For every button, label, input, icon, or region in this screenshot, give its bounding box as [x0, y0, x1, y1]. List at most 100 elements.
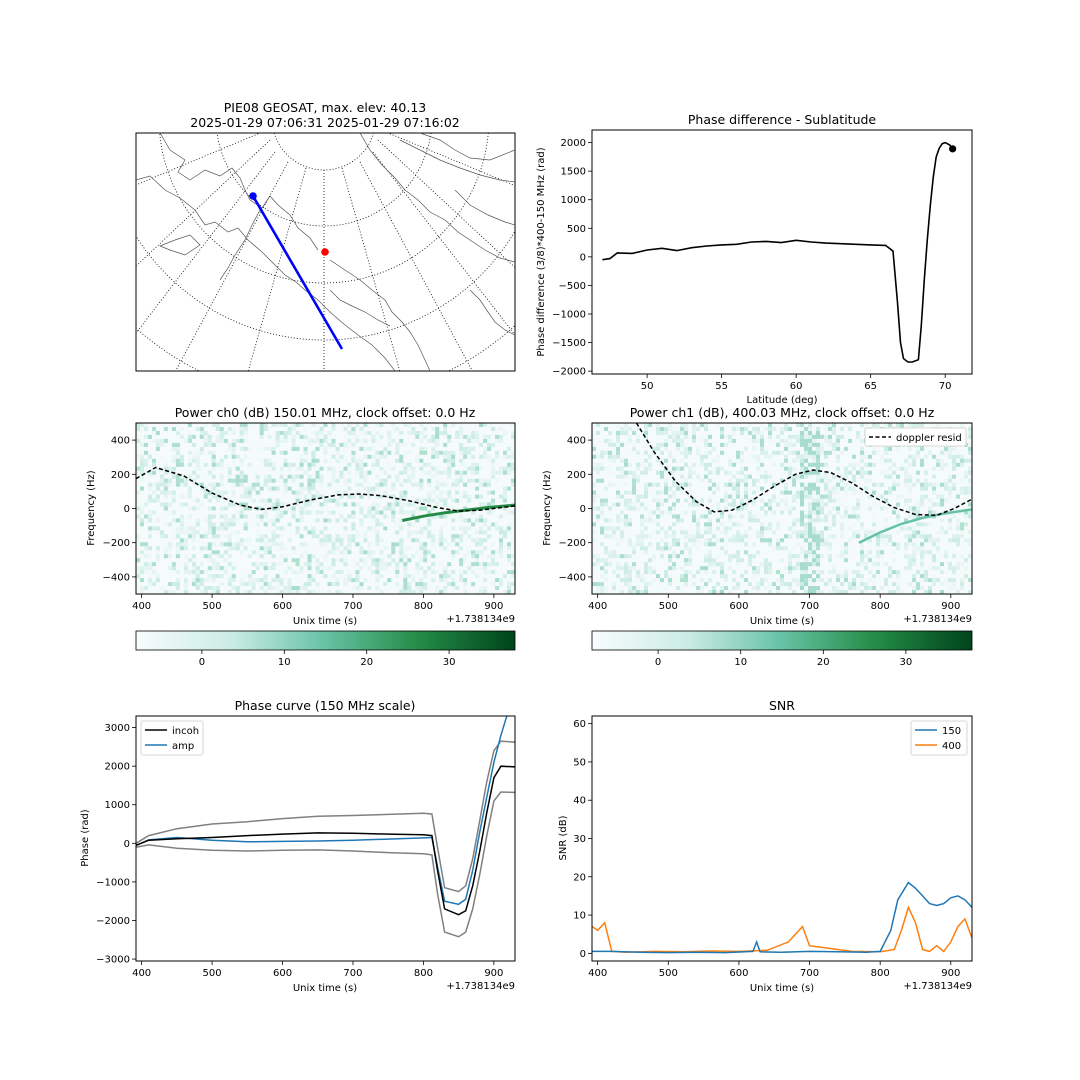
phase-curve-lower-line	[136, 791, 515, 938]
phase-diff-ytick-label: 500	[567, 224, 586, 235]
phase-curve-xtick-label: 600	[273, 968, 292, 979]
phase-curve-xtick-label: 900	[484, 968, 503, 979]
power-ch0-panel: Power ch0 (dB) 150.01 MHz, clock offset:…	[86, 405, 516, 668]
power-ch0-offset: +1.738134e9	[446, 614, 515, 625]
snr-ytick-label: 20	[573, 872, 586, 883]
phase-curve-ytick-label: −1000	[96, 877, 130, 888]
map-graticule	[136, 133, 515, 371]
phase-diff-xtick-label: 70	[939, 381, 952, 392]
snr-ytick-label: 60	[573, 719, 586, 730]
map-title-line1: PIE08 GEOSAT, max. elev: 40.13	[224, 100, 426, 115]
snr-ytick-label: 50	[573, 757, 586, 768]
power-ch1-xlabel: Unix time (s)	[750, 616, 814, 627]
power-ch1-xtick-label: 600	[729, 601, 748, 612]
phase-diff-ytick-label: −1500	[552, 338, 586, 349]
power-ch0-cb-tick-label: 20	[360, 657, 373, 668]
power-ch1-ytick-label: 200	[567, 470, 586, 481]
phase-diff-ytick-label: −2000	[552, 367, 586, 378]
legend-150: 150	[942, 726, 961, 737]
power-ch1-ytick-label: −400	[559, 572, 586, 583]
station-marker	[321, 248, 329, 256]
phase-curve-xlabel: Unix time (s)	[293, 983, 357, 994]
snr-xtick-label: 500	[659, 968, 678, 979]
power-ch0-cb-tick-label: 0	[199, 657, 205, 668]
power-ch0-ytick-label: 200	[111, 470, 130, 481]
power-ch1-title: Power ch1 (dB), 400.03 MHz, clock offset…	[630, 405, 935, 420]
power-ch0-xlabel: Unix time (s)	[293, 616, 357, 627]
power-ch0-xtick-label: 700	[343, 601, 362, 612]
power-ch1-ylabel: Frequency (Hz)	[542, 470, 553, 546]
power-ch1-xtick-label: 500	[659, 601, 678, 612]
power-ch0-ytick-label: 400	[111, 436, 130, 447]
phase-curve-xtick-label: 400	[132, 968, 151, 979]
phase-diff-ylabel: Phase difference (3/8)*400-150 MHz (rad)	[536, 147, 547, 356]
phase-curve-title: Phase curve (150 MHz scale)	[235, 698, 416, 713]
power-ch0-ytick-label: −200	[103, 538, 130, 549]
snr-xtick-label: 900	[941, 968, 960, 979]
phase-diff-ytick-label: −500	[559, 281, 586, 292]
phase-diff-xtick-label: 55	[715, 381, 728, 392]
power-ch0-ytick-label: 0	[124, 504, 130, 515]
map-panel: PIE08 GEOSAT, max. elev: 40.13 2025-01-2…	[135, 100, 516, 372]
snr-ytick-label: 30	[573, 834, 586, 845]
power-ch0-xtick-label: 800	[414, 601, 433, 612]
phase-diff-line	[602, 141, 954, 363]
power-ch1-xtick-label: 800	[871, 601, 890, 612]
power-ch0-doppler-line	[136, 466, 515, 512]
snr-150-line	[592, 881, 972, 954]
power-ch0-xtick-label: 500	[203, 601, 222, 612]
satellite-track	[251, 195, 344, 350]
power-ch1-colorbar	[591, 630, 973, 651]
phase-diff-ytick-label: 2000	[561, 138, 586, 149]
phase-diff-ytick-label: 1500	[561, 167, 586, 178]
snr-xtick-label: 600	[729, 968, 748, 979]
power-ch1-ytick-label: −200	[559, 538, 586, 549]
phase-curve-xtick-label: 700	[343, 968, 362, 979]
snr-ytick-label: 0	[580, 949, 586, 960]
phase-curve-ytick-label: 2000	[105, 762, 130, 773]
phase-diff-xtick-label: 60	[790, 381, 803, 392]
snr-xtick-label: 700	[800, 968, 819, 979]
phase-curve-panel: Phase curve (150 MHz scale) 400 500 600 700…	[80, 698, 516, 994]
legend-incoh: incoh	[172, 726, 199, 737]
phase-curve-legend: incoh amp	[140, 720, 204, 756]
power-ch0-cb-tick-label: 10	[278, 657, 291, 668]
phase-diff-end-marker	[949, 145, 957, 153]
power-ch1-ytick-label: 0	[580, 504, 586, 515]
power-ch0-colorbar	[135, 630, 516, 651]
power-ch0-signal-trace	[402, 503, 515, 522]
phase-diff-xlabel: Latitude (deg)	[747, 395, 818, 406]
track-start-marker	[249, 192, 257, 200]
phase-diff-xtick-label: 65	[864, 381, 877, 392]
phase-diff-xtick-label: 50	[641, 381, 654, 392]
map-title-line2: 2025-01-29 07:06:31 2025-01-29 07:16:02	[190, 115, 460, 130]
power-ch0-ylabel: Frequency (Hz)	[86, 470, 97, 546]
snr-ytick-label: 40	[573, 796, 586, 807]
phase-curve-ytick-label: −2000	[96, 916, 130, 927]
phase-curve-ytick-label: 0	[124, 839, 130, 850]
snr-xtick-label: 800	[871, 968, 890, 979]
legend-amp: amp	[172, 741, 194, 752]
phase-diff-ytick-label: −1000	[552, 310, 586, 321]
power-ch0-xtick-label: 400	[132, 601, 151, 612]
phase-curve-xtick-label: 800	[414, 968, 433, 979]
legend-400: 400	[942, 741, 961, 752]
power-ch1-cb-tick-label: 10	[734, 657, 747, 668]
phase-diff-panel: Phase difference - Sublatitude 50 55 60 65 7…	[536, 112, 973, 406]
power-ch1-legend: doppler resid	[864, 427, 967, 447]
power-ch0-title: Power ch0 (dB) 150.01 MHz, clock offset:…	[175, 405, 476, 420]
snr-ylabel: SNR (dB)	[558, 815, 569, 860]
power-ch1-xtick-label: 400	[588, 601, 607, 612]
snr-panel: SNR 400 500 600 700 800 900 0 10 20 30 40 50 60 150 …	[558, 698, 973, 994]
phase-curve-upper-line	[136, 740, 515, 893]
power-ch0-xtick-label: 600	[273, 601, 292, 612]
phase-curve-offset: +1.738134e9	[446, 981, 515, 992]
power-ch1-cb-tick-label: 30	[900, 657, 913, 668]
phase-diff-ytick-label: 0	[580, 252, 586, 263]
power-ch0-xtick-label: 900	[484, 601, 503, 612]
phase-curve-ytick-label: −3000	[96, 955, 130, 966]
phase-diff-title: Phase difference - Sublatitude	[688, 112, 877, 127]
snr-title: SNR	[769, 698, 795, 713]
power-ch1-panel: Power ch1 (dB), 400.03 MHz, clock offset…	[542, 405, 973, 668]
